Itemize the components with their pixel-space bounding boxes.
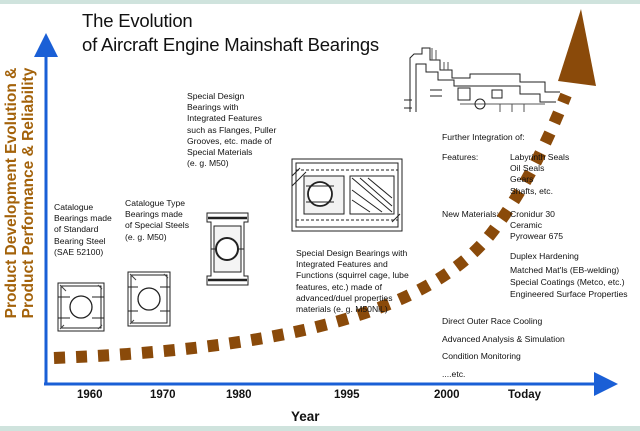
note-line: Special Design	[187, 91, 276, 102]
note-line: Catalogue	[54, 202, 112, 213]
note-line: Integrated Features and	[296, 259, 409, 270]
title-line-1: The Evolution	[82, 10, 193, 32]
engine-shaft-drawing	[404, 48, 560, 112]
note-line: Bearings made	[125, 209, 189, 220]
bearing-drawing-1970	[128, 272, 170, 326]
note-line: Integrated Features	[187, 113, 276, 124]
x-tick-1980: 1980	[226, 389, 252, 401]
note-line: of Standard	[54, 224, 112, 235]
note-line: (e. g. M50)	[187, 158, 276, 169]
y-axis-label-line-2: Product Performance & Reliability	[20, 3, 38, 383]
note-line: Catalogue Type	[125, 198, 189, 209]
integration-heading: Further Integration of:	[442, 132, 525, 143]
note-line: Special Design Bearings with	[296, 248, 409, 259]
bearing-drawing-1995	[292, 159, 402, 231]
diagram-canvas: The Evolution of Aircraft Engine Mainsha…	[0, 0, 640, 431]
extra-item: ....etc.	[442, 366, 565, 384]
note-line: Functions (squirrel cage, lube	[296, 270, 409, 281]
title-line-2: of Aircraft Engine Mainshaft Bearings	[82, 34, 379, 56]
note-line: Special Materials	[187, 147, 276, 158]
feature-item: Oil Seals	[510, 163, 569, 174]
note-line: Bearings made	[54, 213, 112, 224]
stage-1995-note: Special Design Bearings with Integrated …	[296, 248, 409, 315]
feature-item: Gears	[510, 174, 569, 185]
stage-1980-note: Special Design Bearings with Integrated …	[187, 91, 276, 169]
note-line: features, etc.) made of	[296, 282, 409, 293]
note-line: Bearings with	[187, 102, 276, 113]
treatment-item: Special Coatings (Metco, etc.)	[510, 276, 628, 288]
treatment-item: Matched Mat'ls (EB-welding)	[510, 264, 628, 276]
note-line: materials (e. g. M50NiL)	[296, 304, 409, 315]
materials-label: New Materials:	[442, 209, 499, 220]
y-axis-label-line-1: Product Development Evolution &	[3, 3, 21, 383]
x-tick-1960: 1960	[77, 389, 103, 401]
extra-item: Condition Monitoring	[442, 348, 565, 366]
stage-1970-note: Catalogue Type Bearings made of Special …	[125, 198, 189, 243]
x-tick-2000: 2000	[434, 389, 460, 401]
features-list: Labyrinth Seals Oil Seals Gears Shafts, …	[510, 152, 569, 197]
note-line: such as Flanges, Puller	[187, 125, 276, 136]
x-axis-label: Year	[291, 409, 320, 424]
extra-item: Advanced Analysis & Simulation	[442, 331, 565, 349]
material-item: Pyrowear 675	[510, 231, 563, 242]
trend-arrowhead	[558, 9, 596, 86]
bearing-drawing-1980	[207, 213, 248, 285]
note-line: (e. g. M50)	[125, 232, 189, 243]
materials-list: Cronidur 30 Ceramic Pyrowear 675	[510, 209, 563, 243]
note-line: (SAE 52100)	[54, 247, 112, 258]
x-tick-1970: 1970	[150, 389, 176, 401]
x-tick-today: Today	[508, 389, 541, 401]
note-line: Grooves, etc. made of	[187, 136, 276, 147]
extra-item: Direct Outer Race Cooling	[442, 313, 565, 331]
stage-1960-note: Catalogue Bearings made of Standard Bear…	[54, 202, 112, 258]
feature-item: Shafts, etc.	[510, 186, 569, 197]
note-line: advanced/duel properties	[296, 293, 409, 304]
note-line: of Special Steels	[125, 220, 189, 231]
x-tick-1995: 1995	[334, 389, 360, 401]
features-label: Features:	[442, 152, 478, 163]
treatment-item: Engineered Surface Properties	[510, 288, 628, 300]
material-item: Cronidur 30	[510, 209, 563, 220]
note-line: Bearing Steel	[54, 236, 112, 247]
feature-item: Labyrinth Seals	[510, 152, 569, 163]
treatment-item: Duplex Hardening	[510, 249, 628, 264]
material-item: Ceramic	[510, 220, 563, 231]
bearing-drawing-1960	[58, 283, 104, 331]
extras-list: Direct Outer Race Cooling Advanced Analy…	[442, 313, 565, 383]
treatments-list: Duplex Hardening Matched Mat'ls (EB-weld…	[510, 249, 628, 300]
